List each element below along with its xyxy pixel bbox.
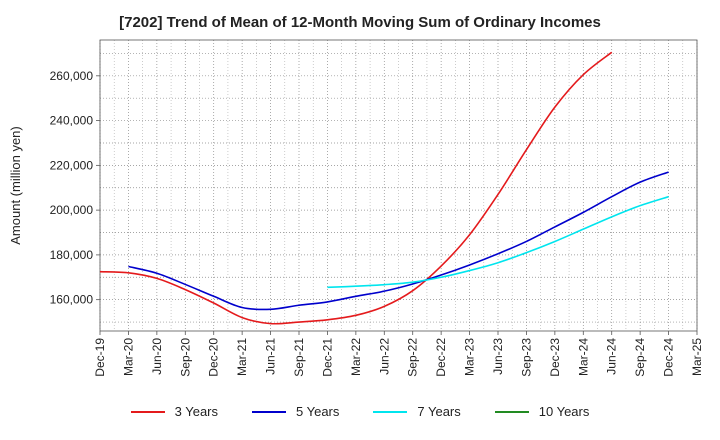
- legend-item: 3 Years: [130, 404, 218, 419]
- chart-title: [7202] Trend of Mean of 12-Month Moving …: [119, 14, 601, 31]
- y-tick-label: 220,000: [50, 158, 94, 172]
- x-tick-label: Sep-22: [406, 338, 420, 377]
- x-tick-label: Jun-24: [605, 338, 619, 375]
- series-lines: [99, 51, 669, 325]
- legend-label: 5 Years: [296, 404, 340, 419]
- legend-swatch: [494, 410, 529, 413]
- y-tick-label: 260,000: [50, 69, 94, 83]
- plot-border: [99, 39, 698, 332]
- legend-label: 7 Years: [417, 404, 461, 419]
- x-tick-label: Mar-24: [576, 338, 590, 376]
- x-tick-label: Mar-25: [690, 338, 704, 376]
- x-tick-label: Dec-20: [207, 338, 221, 377]
- y-tick-label: 200,000: [50, 203, 94, 217]
- legend-swatch: [130, 410, 165, 413]
- x-tick-label: Sep-24: [633, 338, 647, 377]
- legend-label: 10 Years: [538, 404, 590, 419]
- grid-lines: [99, 40, 698, 331]
- x-tick-label: Jun-20: [150, 338, 164, 375]
- x-tick-label: Mar-21: [235, 338, 249, 376]
- x-tick-label: Dec-19: [93, 338, 107, 377]
- series-line-7-years: [327, 195, 669, 289]
- legend-item: 7 Years: [373, 404, 461, 419]
- x-tick-label: Mar-23: [463, 338, 477, 376]
- x-tick-labels: Dec-19 Mar-20 Jun-20 Sep-20 Dec-20 Mar-21 Jun-…: [93, 331, 704, 377]
- y-tick-label: 160,000: [50, 293, 94, 307]
- x-tick-label: Dec-24: [662, 338, 676, 377]
- y-tick-label: 240,000: [50, 114, 94, 128]
- legend-swatch: [373, 410, 408, 413]
- x-tick-label: Jun-22: [377, 338, 391, 375]
- x-tick-label: Sep-20: [178, 338, 192, 377]
- axes: [99, 39, 698, 332]
- x-tick-label: Jun-23: [491, 338, 505, 375]
- x-tick-label: Dec-22: [434, 338, 448, 377]
- y-axis-label: Amount (million yen): [8, 126, 23, 245]
- x-tick-label: Jun-21: [264, 338, 278, 375]
- series-line-5-years: [128, 171, 669, 311]
- x-tick-label: Sep-23: [519, 338, 533, 377]
- x-tick-label: Mar-20: [121, 338, 135, 376]
- series-line-3-years: [99, 51, 613, 325]
- x-tick-label: Dec-21: [320, 338, 334, 377]
- legend-swatch: [252, 410, 286, 413]
- legend: 3 Years 5 Years 7 Years 10 Years: [0, 404, 720, 419]
- legend-item: 10 Years: [494, 404, 590, 419]
- x-tick-label: Sep-21: [292, 338, 306, 377]
- x-tick-label: Mar-22: [349, 338, 363, 376]
- legend-label: 3 Years: [174, 404, 218, 419]
- y-tick-labels: 160,000 180,000 200,000 220,000 240,000 260,0…: [50, 69, 100, 307]
- y-tick-label: 180,000: [50, 248, 94, 262]
- x-tick-label: Dec-23: [548, 338, 562, 377]
- legend-item: 5 Years: [252, 404, 339, 419]
